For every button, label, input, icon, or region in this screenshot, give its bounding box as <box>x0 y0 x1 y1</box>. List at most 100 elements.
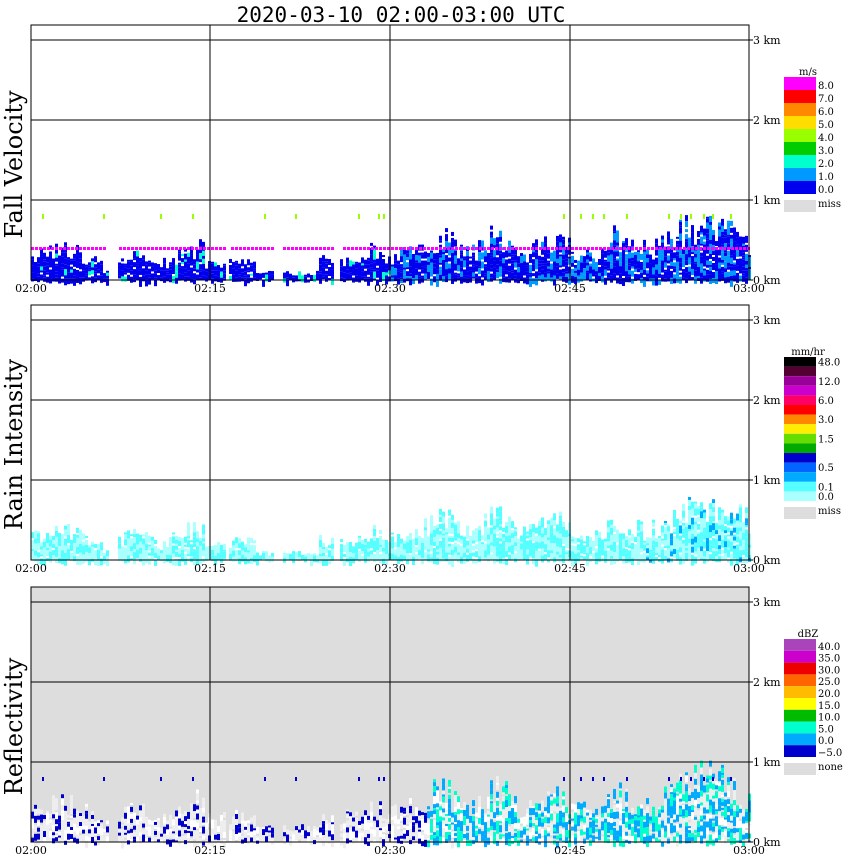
data-cell <box>598 543 601 550</box>
data-cell <box>655 257 658 265</box>
data-cell <box>154 826 157 829</box>
data-cell <box>589 827 592 835</box>
data-cell <box>154 821 157 825</box>
legend-swatch <box>784 129 816 142</box>
data-cell <box>664 817 667 821</box>
panel-frame <box>30 24 750 281</box>
magenta-mark <box>271 247 274 250</box>
data-cell <box>385 829 388 833</box>
data-cell <box>331 266 334 270</box>
data-cell <box>619 810 622 814</box>
data-cell <box>184 830 187 834</box>
magenta-mark <box>635 247 638 250</box>
data-cell <box>88 833 91 838</box>
data-cell <box>484 273 487 276</box>
data-cell <box>616 233 619 237</box>
data-cell <box>73 258 76 261</box>
data-cell <box>49 819 52 823</box>
data-cell <box>361 265 364 269</box>
data-cell <box>547 260 550 263</box>
data-cell <box>271 556 274 562</box>
data-cell <box>565 830 568 838</box>
data-cell <box>697 537 700 542</box>
data-cell <box>646 270 649 274</box>
data-cell <box>559 807 562 811</box>
data-cell <box>700 236 703 244</box>
data-cell <box>724 237 727 244</box>
data-cell <box>325 831 328 836</box>
data-cell <box>436 814 439 818</box>
data-cell <box>616 550 619 558</box>
data-cell <box>202 255 205 259</box>
data-cell <box>46 549 49 556</box>
data-cell <box>505 536 508 543</box>
data-cell <box>406 808 409 816</box>
data-cell <box>703 527 706 531</box>
data-cell <box>706 551 709 558</box>
data-cell <box>250 559 253 564</box>
data-cell <box>376 279 379 286</box>
data-cell <box>586 820 589 825</box>
data-cell <box>700 277 703 284</box>
magenta-mark <box>411 247 414 250</box>
data-cell <box>367 260 370 265</box>
data-cell <box>490 830 493 837</box>
data-cell <box>85 825 88 830</box>
data-cell <box>715 539 718 546</box>
data-cell <box>232 816 235 824</box>
data-cell <box>706 538 709 545</box>
data-cell <box>496 807 499 815</box>
data-cell <box>424 251 427 259</box>
data-cell <box>649 816 652 821</box>
data-cell <box>715 791 718 799</box>
data-cell <box>721 784 724 792</box>
data-cell <box>100 271 103 276</box>
data-cell <box>628 835 631 838</box>
data-cell <box>460 808 463 811</box>
data-cell <box>481 831 484 837</box>
data-cell <box>64 834 67 841</box>
data-cell <box>178 818 181 821</box>
data-cell <box>103 829 106 833</box>
data-cell <box>436 269 439 274</box>
data-cell <box>664 269 667 272</box>
data-cell <box>37 827 40 832</box>
data-cell <box>532 808 535 816</box>
data-cell <box>190 540 193 543</box>
data-cell <box>727 227 730 235</box>
data-cell <box>307 836 310 843</box>
legend-swatch <box>784 433 816 444</box>
data-cell <box>247 267 250 271</box>
data-cell <box>67 826 70 834</box>
data-cell <box>178 813 181 819</box>
data-cell <box>400 543 403 551</box>
data-cell <box>673 554 676 559</box>
data-cell <box>382 558 385 564</box>
data-cell <box>331 543 334 549</box>
data-cell <box>445 255 448 263</box>
data-cell <box>496 250 499 256</box>
data-cell <box>730 270 733 276</box>
data-cell <box>190 267 193 274</box>
data-cell <box>499 821 502 824</box>
data-cell <box>706 255 709 261</box>
data-cell <box>448 517 451 525</box>
data-cell <box>595 535 598 542</box>
data-cell <box>664 812 667 818</box>
data-cell <box>634 816 637 821</box>
data-cell <box>676 840 679 847</box>
data-cell <box>691 262 694 270</box>
data-cell <box>706 228 709 234</box>
data-cell <box>688 816 691 821</box>
data-cell <box>46 544 49 548</box>
data-cell <box>679 227 682 234</box>
data-cell <box>646 823 649 828</box>
data-cell <box>163 813 166 817</box>
data-cell <box>601 821 604 826</box>
data-cell <box>694 261 697 264</box>
data-cell <box>664 558 667 561</box>
data-cell <box>145 270 148 275</box>
data-cell <box>514 837 517 843</box>
data-cell <box>352 838 355 844</box>
data-cell <box>133 812 136 819</box>
